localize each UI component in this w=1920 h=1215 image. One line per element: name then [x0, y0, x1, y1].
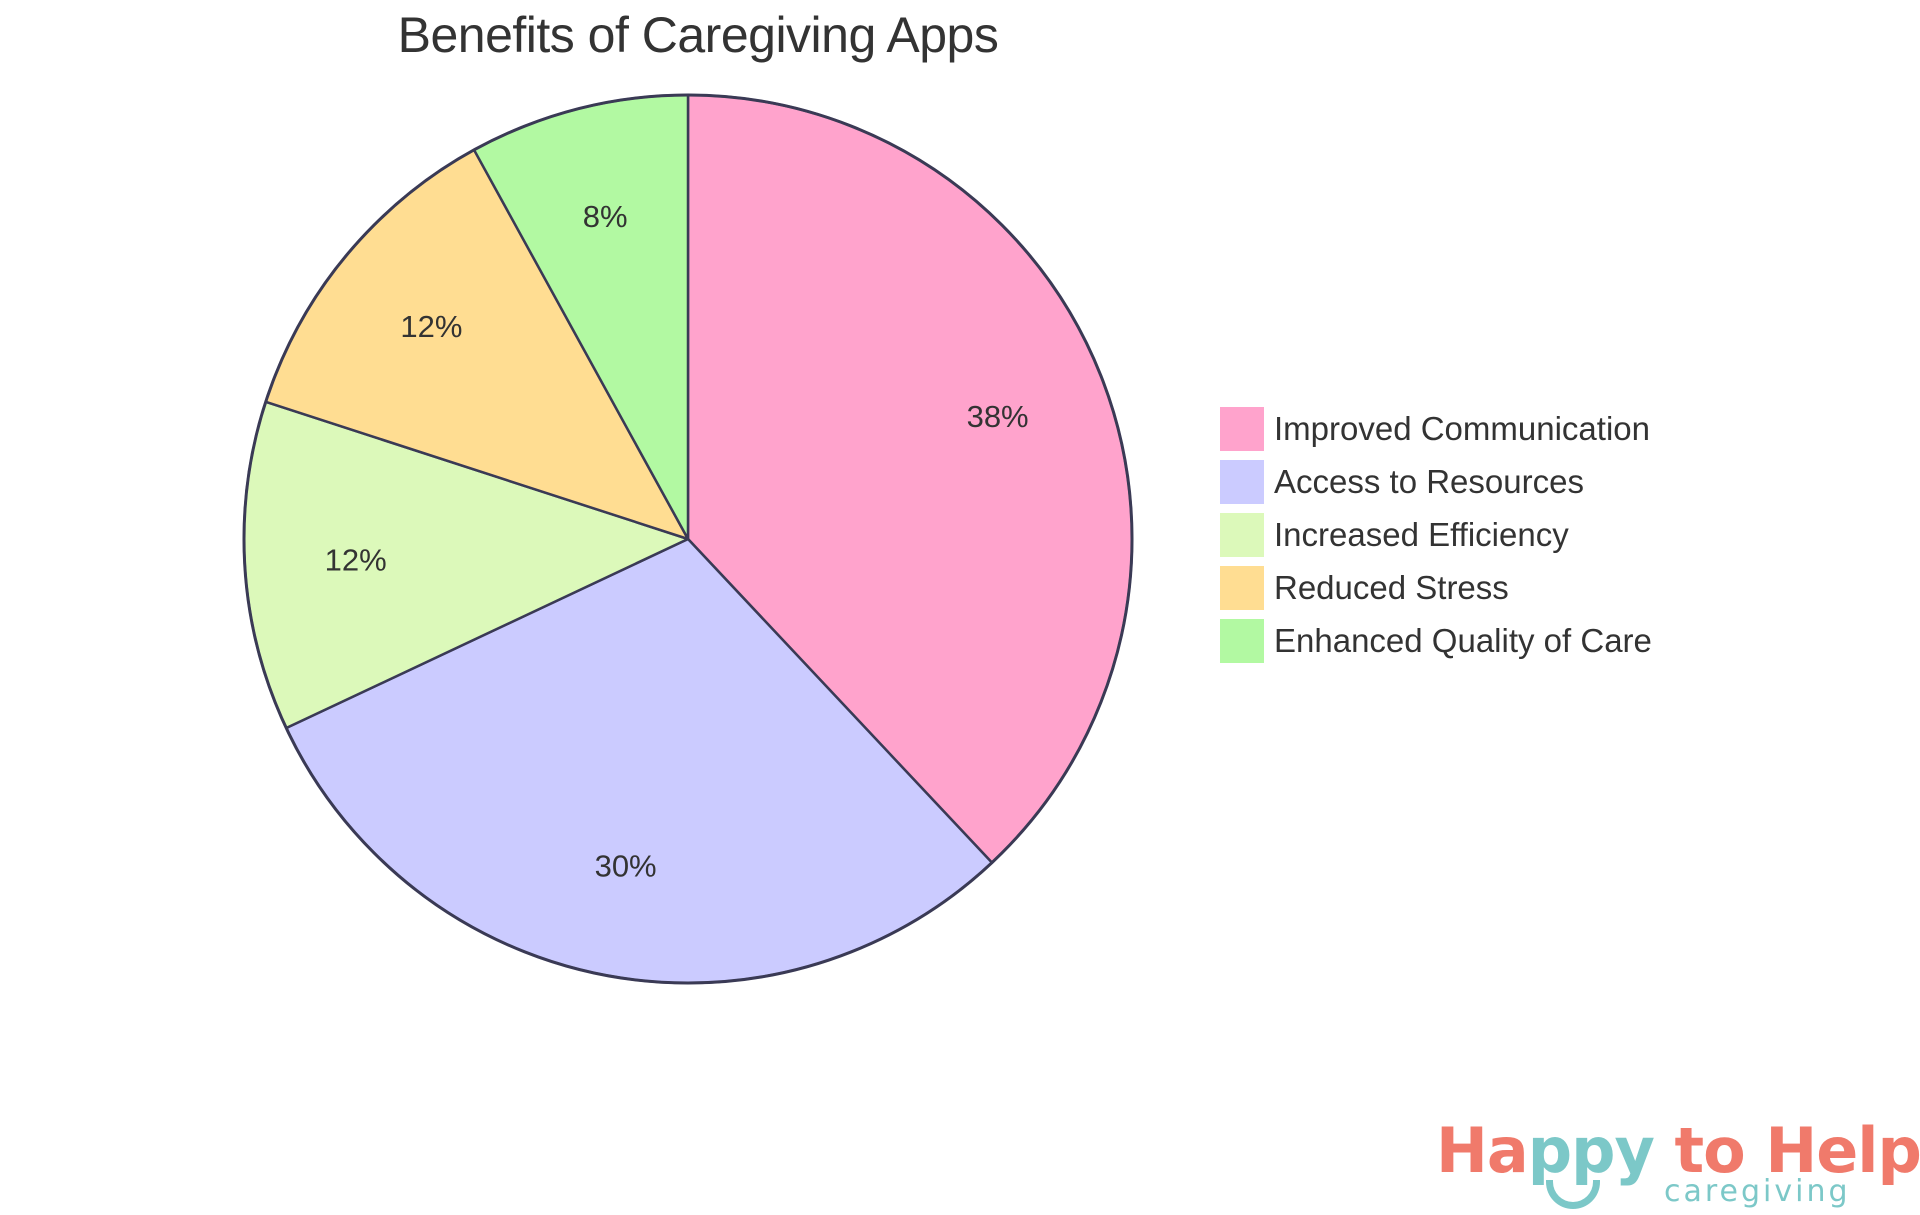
chart-title: Benefits of Caregiving Apps	[397, 7, 999, 63]
smile-icon	[1546, 1180, 1600, 1209]
slice-label-access-to-resources: 30%	[595, 849, 657, 884]
chart-legend: Improved Communication Access to Resourc…	[1220, 407, 1652, 672]
pie-slices	[242, 93, 1134, 985]
legend-swatch	[1220, 566, 1264, 610]
legend-item-enhanced-quality-of-care: Enhanced Quality of Care	[1220, 619, 1652, 663]
logo-wordmark: Happy to Help	[1436, 1118, 1920, 1184]
brand-logo: Happy to Help caregiving	[1436, 1118, 1920, 1213]
slice-label-reduced-stress: 12%	[400, 309, 462, 344]
legend-label: Reduced Stress	[1274, 569, 1509, 606]
legend-item-increased-efficiency: Increased Efficiency	[1220, 513, 1652, 557]
legend-label: Enhanced Quality of Care	[1274, 622, 1652, 659]
logo-text-to-help: to Help	[1653, 1114, 1920, 1187]
legend-swatch	[1220, 460, 1264, 504]
pie-slice-labels: 38% 30% 12% 12% 8%	[325, 199, 1029, 884]
legend-label: Improved Communication	[1274, 410, 1650, 447]
legend-item-improved-communication: Improved Communication	[1220, 407, 1652, 451]
legend-item-access-to-resources: Access to Resources	[1220, 460, 1652, 504]
pie-outline	[242, 93, 1134, 985]
legend-label: Access to Resources	[1274, 463, 1584, 500]
logo-tagline: caregiving	[1664, 1174, 1851, 1209]
legend-item-reduced-stress: Reduced Stress	[1220, 566, 1652, 610]
legend-label: Increased Efficiency	[1274, 516, 1569, 553]
slice-label-improved-communication: 38%	[967, 399, 1029, 434]
legend-swatch	[1220, 407, 1264, 451]
legend-swatch	[1220, 513, 1264, 557]
logo-text-ha: Ha	[1436, 1114, 1529, 1187]
legend-swatch	[1220, 619, 1264, 663]
slice-label-increased-efficiency: 12%	[325, 542, 387, 577]
slice-label-enhanced-quality-of-care: 8%	[583, 199, 628, 234]
logo-text-ppy: ppy	[1527, 1114, 1655, 1187]
